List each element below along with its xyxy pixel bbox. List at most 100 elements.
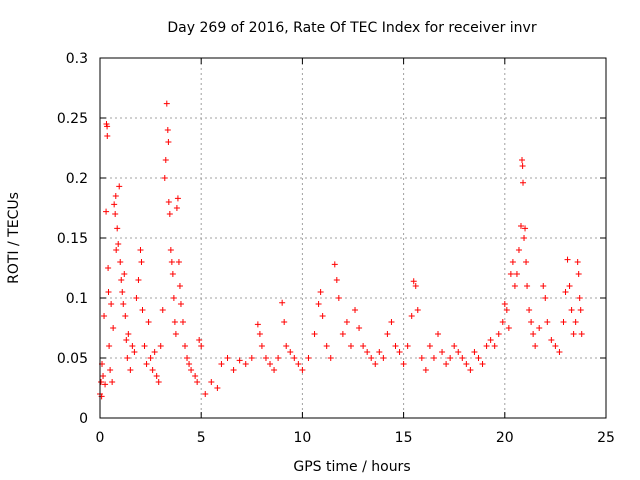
data-point	[167, 247, 174, 253]
data-point	[376, 349, 383, 355]
y-tick-label: 0.25	[57, 111, 88, 127]
data-point	[311, 331, 318, 337]
data-point	[451, 343, 458, 349]
data-point	[179, 319, 186, 325]
data-point	[120, 301, 127, 307]
y-tick-label: 0.2	[66, 171, 88, 187]
data-point	[123, 337, 130, 343]
data-point	[577, 307, 584, 313]
y-tick-label: 0.3	[66, 51, 88, 67]
data-point	[408, 313, 415, 319]
data-point	[522, 225, 529, 232]
data-point	[414, 307, 421, 313]
data-point	[536, 325, 543, 331]
data-point	[347, 343, 354, 349]
data-point	[262, 355, 269, 361]
data-point	[295, 361, 302, 367]
data-point	[118, 277, 125, 283]
data-point	[102, 381, 109, 388]
data-point	[114, 225, 121, 232]
data-point	[412, 283, 419, 289]
data-point	[170, 295, 177, 301]
data-point	[501, 301, 508, 307]
data-point	[165, 199, 172, 205]
data-point	[513, 271, 520, 277]
data-point	[124, 355, 131, 361]
data-point	[463, 361, 470, 367]
data-point	[162, 157, 169, 163]
data-point	[404, 343, 411, 349]
data-point	[426, 343, 433, 349]
data-point	[422, 367, 429, 373]
data-point	[121, 271, 128, 277]
data-point	[105, 265, 112, 271]
data-point	[562, 289, 569, 295]
data-point	[503, 307, 510, 313]
data-point	[548, 337, 555, 343]
data-point	[267, 361, 274, 367]
data-point	[507, 271, 514, 277]
data-point	[98, 379, 105, 385]
data-point	[380, 355, 387, 361]
data-point	[287, 349, 294, 355]
x-tick-label: 15	[395, 430, 413, 446]
data-point	[333, 277, 340, 283]
data-point	[564, 256, 571, 263]
data-point	[556, 349, 563, 355]
data-point	[491, 343, 498, 349]
data-point	[443, 361, 450, 367]
data-point	[106, 343, 113, 349]
data-point	[125, 331, 132, 337]
data-point	[208, 379, 215, 385]
data-point	[131, 349, 138, 355]
data-point	[400, 361, 407, 367]
data-point	[171, 319, 178, 325]
data-point	[275, 355, 282, 361]
data-point	[368, 355, 375, 361]
data-point	[317, 289, 324, 295]
data-point	[141, 343, 148, 349]
data-point	[540, 283, 547, 289]
axis-ticks: 0 5 10 15 20 25 0 0.05 0.1 0.15 0.2 0.25 0.3	[57, 51, 615, 446]
x-tick-label: 25	[597, 430, 615, 446]
data-point	[218, 361, 225, 367]
data-point	[528, 319, 535, 325]
data-point	[119, 289, 126, 295]
data-point	[271, 367, 278, 373]
data-point	[172, 331, 179, 337]
data-point	[117, 259, 124, 265]
data-point	[524, 283, 531, 289]
data-point	[447, 355, 454, 361]
data-point	[192, 373, 199, 379]
data-point	[410, 278, 417, 285]
data-point	[418, 355, 425, 361]
chart-title: Day 269 of 2016, Rate Of TEC Index for r…	[167, 20, 536, 36]
data-point	[101, 313, 108, 319]
data-point	[248, 355, 255, 361]
data-point	[305, 355, 312, 361]
data-point	[279, 299, 286, 306]
data-point	[133, 295, 140, 301]
data-point	[523, 259, 530, 265]
data-point	[552, 343, 559, 349]
data-point	[487, 337, 494, 343]
data-point	[116, 183, 123, 190]
y-tick-label: 0.1	[66, 291, 88, 307]
data-point	[572, 319, 579, 325]
grid-lines	[100, 58, 606, 418]
data-point	[570, 331, 577, 337]
data-point	[127, 367, 134, 373]
data-point	[530, 331, 537, 337]
data-point	[352, 307, 359, 313]
data-point	[184, 355, 191, 361]
data-point	[509, 259, 516, 265]
data-point	[129, 343, 136, 349]
data-point	[166, 211, 173, 217]
data-point	[384, 331, 391, 337]
data-point	[495, 331, 502, 337]
data-point	[511, 283, 518, 289]
data-point	[517, 223, 524, 229]
data-point	[202, 391, 209, 397]
data-point	[372, 361, 379, 367]
